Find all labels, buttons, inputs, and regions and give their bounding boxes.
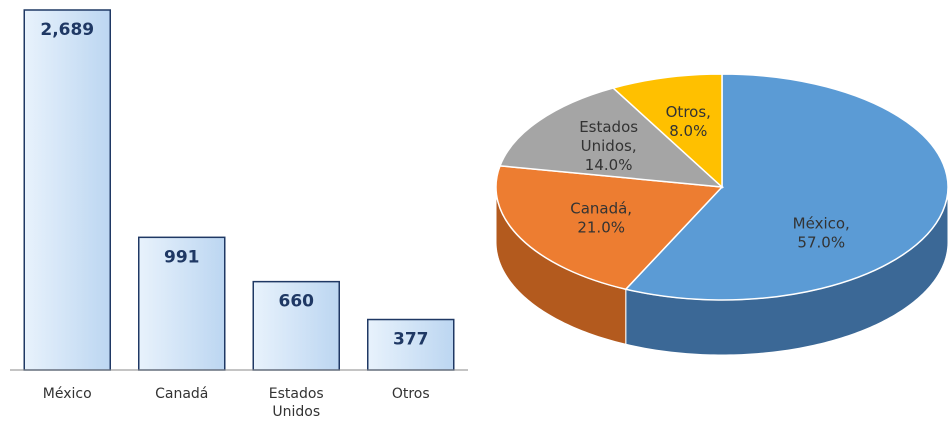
bar — [252, 280, 340, 371]
bar-value-label: 991 — [164, 247, 200, 267]
x-tick-label: México — [43, 386, 92, 402]
pie-label: Estados Unidos, 14.0% — [579, 117, 638, 173]
x-tick-label: Otros — [392, 386, 430, 402]
x-tick-label: Canadá — [155, 386, 208, 402]
bar — [23, 9, 111, 371]
x-tick-label: Estados Unidos — [269, 386, 324, 420]
pie-label: Otros, 8.0% — [666, 102, 711, 139]
bar-value-label: 2,689 — [40, 20, 94, 40]
pie-slice — [495, 165, 724, 291]
pie-slice — [611, 73, 723, 189]
bar-value-label: 660 — [279, 292, 315, 312]
pie-slice — [498, 87, 725, 188]
bar-value-label: 377 — [393, 330, 429, 350]
pie-label: Canadá, 21.0% — [570, 199, 632, 236]
pie-slice — [624, 73, 949, 301]
pie-label: México, 57.0% — [793, 214, 850, 251]
bar — [138, 236, 226, 371]
